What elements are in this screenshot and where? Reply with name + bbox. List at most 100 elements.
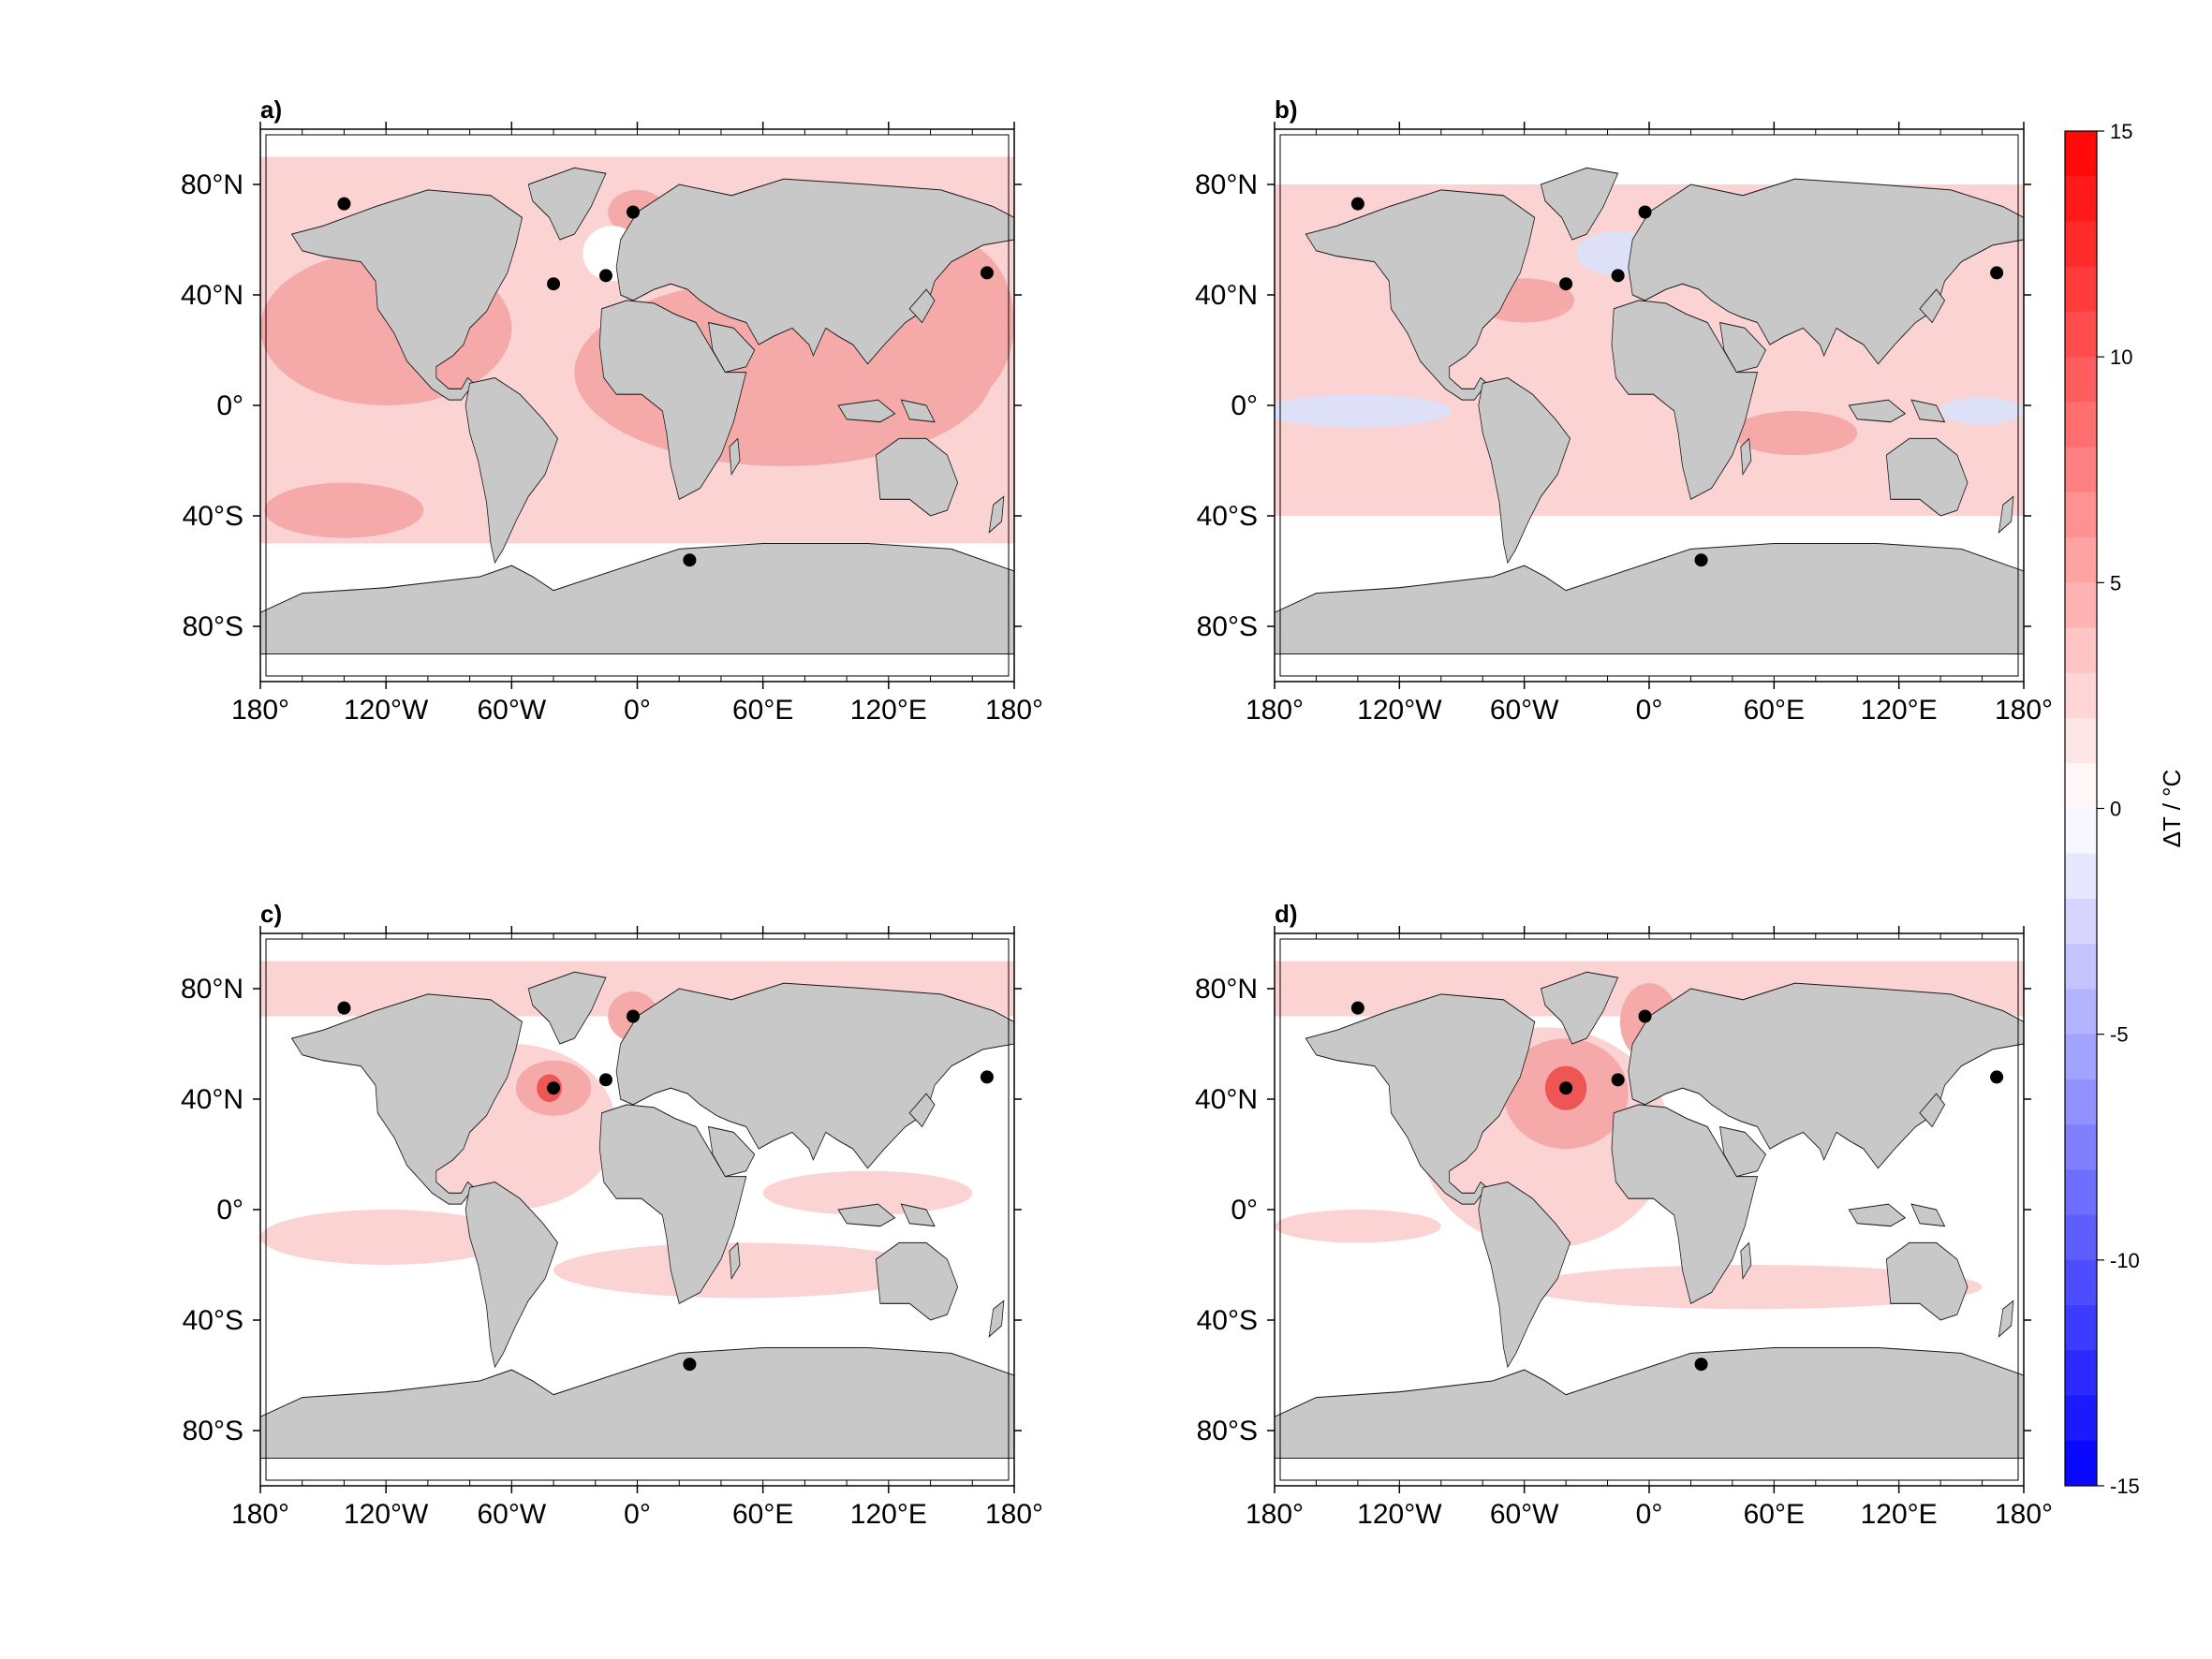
map-panels: a) 180° 120°W 60°W 0° 60°E 120°E 180° 80°N 40°N 0°… [181, 95, 2053, 1530]
site-marker [683, 1358, 697, 1372]
site-marker [1350, 1001, 1364, 1015]
y-tick-label: 40°N [1195, 280, 1258, 311]
map-panel: b) 180° 120°W 60°W 0° 60°E 120°E 180° 80°N 40°N 0°… [1195, 95, 2053, 726]
map-area [260, 129, 1014, 682]
panel-label: b) [1275, 95, 1298, 124]
colorbar-step [2065, 1395, 2097, 1442]
colorbar-step [2065, 1440, 2097, 1487]
colorbar-step [2065, 492, 2097, 538]
x-tick-label: 60°W [1490, 1499, 1559, 1530]
x-tick-label: 120°E [1861, 695, 1938, 726]
colorbar-step [2065, 582, 2097, 629]
y-tick-label: 40°N [181, 1084, 243, 1115]
x-tick-label: 60°E [1744, 1499, 1805, 1530]
y-tick-label: 40°S [183, 501, 243, 532]
colorbar-step [2065, 1305, 2097, 1351]
y-tick-label: 80°N [181, 169, 243, 200]
x-tick-label: 120°W [344, 695, 429, 726]
site-marker [547, 277, 561, 291]
anomaly-field [1524, 1265, 1983, 1310]
colorbar-title: ΔT / °C [2158, 770, 2186, 848]
map-area [260, 933, 1014, 1486]
colorbar-step [2065, 853, 2097, 900]
colorbar-tick-label: -15 [2110, 1475, 2140, 1498]
x-tick-label: 180° [1246, 695, 1304, 726]
y-tick-label: 80°S [1197, 1416, 1258, 1446]
colorbar-step [2065, 447, 2097, 493]
site-marker [683, 553, 697, 567]
colorbar-step [2065, 221, 2097, 268]
site-marker [627, 205, 641, 219]
y-tick-label: 80°N [1195, 169, 1258, 200]
panel-label: c) [260, 900, 282, 928]
x-tick-label: 120°W [344, 1499, 429, 1530]
anomaly-field [1275, 394, 1452, 428]
x-tick-label: 120°W [1357, 1499, 1442, 1530]
colorbar-step [2065, 627, 2097, 674]
colorbar-step [2065, 357, 2097, 403]
colorbar-step [2065, 1124, 2097, 1170]
anomaly-field [1732, 410, 1858, 456]
x-tick-label: 60°E [732, 1499, 793, 1530]
y-tick-label: 0° [216, 390, 243, 421]
anomaly-field [1940, 397, 2024, 425]
colorbar-step [2065, 1259, 2097, 1306]
colorbar-step [2065, 898, 2097, 945]
site-marker [1990, 266, 2004, 280]
x-tick-label: 180° [231, 1499, 289, 1530]
panel-label: a) [260, 95, 282, 124]
site-marker [1350, 197, 1364, 211]
y-tick-label: 40°S [183, 1305, 243, 1336]
colorbar-step [2065, 718, 2097, 764]
anomaly-field [260, 1210, 512, 1265]
colorbar-step [2065, 944, 2097, 990]
site-marker [1559, 1081, 1573, 1095]
site-marker [1559, 277, 1573, 291]
x-tick-label: 0° [624, 1499, 651, 1530]
x-tick-label: 60°E [1744, 695, 1805, 726]
x-tick-label: 60°E [732, 695, 793, 726]
site-marker [980, 1070, 994, 1084]
y-tick-label: 0° [1231, 390, 1258, 421]
site-marker [547, 1081, 561, 1095]
colorbar-step [2065, 672, 2097, 719]
site-marker [1694, 1358, 1708, 1372]
site-marker [1694, 553, 1708, 567]
colorbar-step [2065, 131, 2097, 177]
y-tick-label: 80°S [183, 611, 243, 642]
x-tick-label: 180° [985, 695, 1043, 726]
site-marker [337, 1001, 351, 1015]
colorbar-step [2065, 311, 2097, 358]
site-marker [980, 266, 994, 280]
map-panel: d) 180° 120°W 60°W 0° 60°E 120°E 180° 80°N 40°N 0°… [1195, 900, 2053, 1530]
y-tick-label: 80°N [1195, 974, 1258, 1005]
y-tick-label: 0° [216, 1195, 243, 1226]
map-area [1275, 129, 2024, 682]
colorbar-step [2065, 266, 2097, 313]
anomaly-field [1275, 1210, 1441, 1243]
y-tick-label: 40°S [1197, 1305, 1258, 1336]
colorbar-step [2065, 537, 2097, 583]
site-marker [598, 1073, 612, 1087]
x-tick-label: 120°E [850, 695, 927, 726]
x-tick-label: 180° [985, 1499, 1043, 1530]
x-tick-label: 120°W [1357, 695, 1442, 726]
colorbar-step [2065, 1350, 2097, 1397]
x-tick-label: 180° [231, 695, 289, 726]
site-marker [1638, 1009, 1652, 1023]
x-tick-label: 120°E [1861, 1499, 1938, 1530]
site-marker [598, 269, 612, 283]
colorbar-tick-label: 5 [2110, 571, 2121, 595]
colorbar-tick-label: 10 [2110, 345, 2132, 369]
colorbar-step [2065, 763, 2097, 809]
colorbar: 15 10 5 0 -5 -10 -15 ΔT / °C [2064, 120, 2186, 1498]
y-tick-label: 0° [1231, 1195, 1258, 1226]
x-tick-label: 0° [624, 695, 651, 726]
x-tick-label: 180° [1246, 1499, 1304, 1530]
colorbar-step [2065, 1079, 2097, 1125]
x-tick-label: 60°W [477, 695, 546, 726]
colorbar-step [2065, 808, 2097, 855]
colorbar-tick-label: 0 [2110, 798, 2121, 821]
map-panel: c) 180° 120°W 60°W 0° 60°E 120°E 180° 80°N 40°N 0°… [181, 900, 1043, 1530]
